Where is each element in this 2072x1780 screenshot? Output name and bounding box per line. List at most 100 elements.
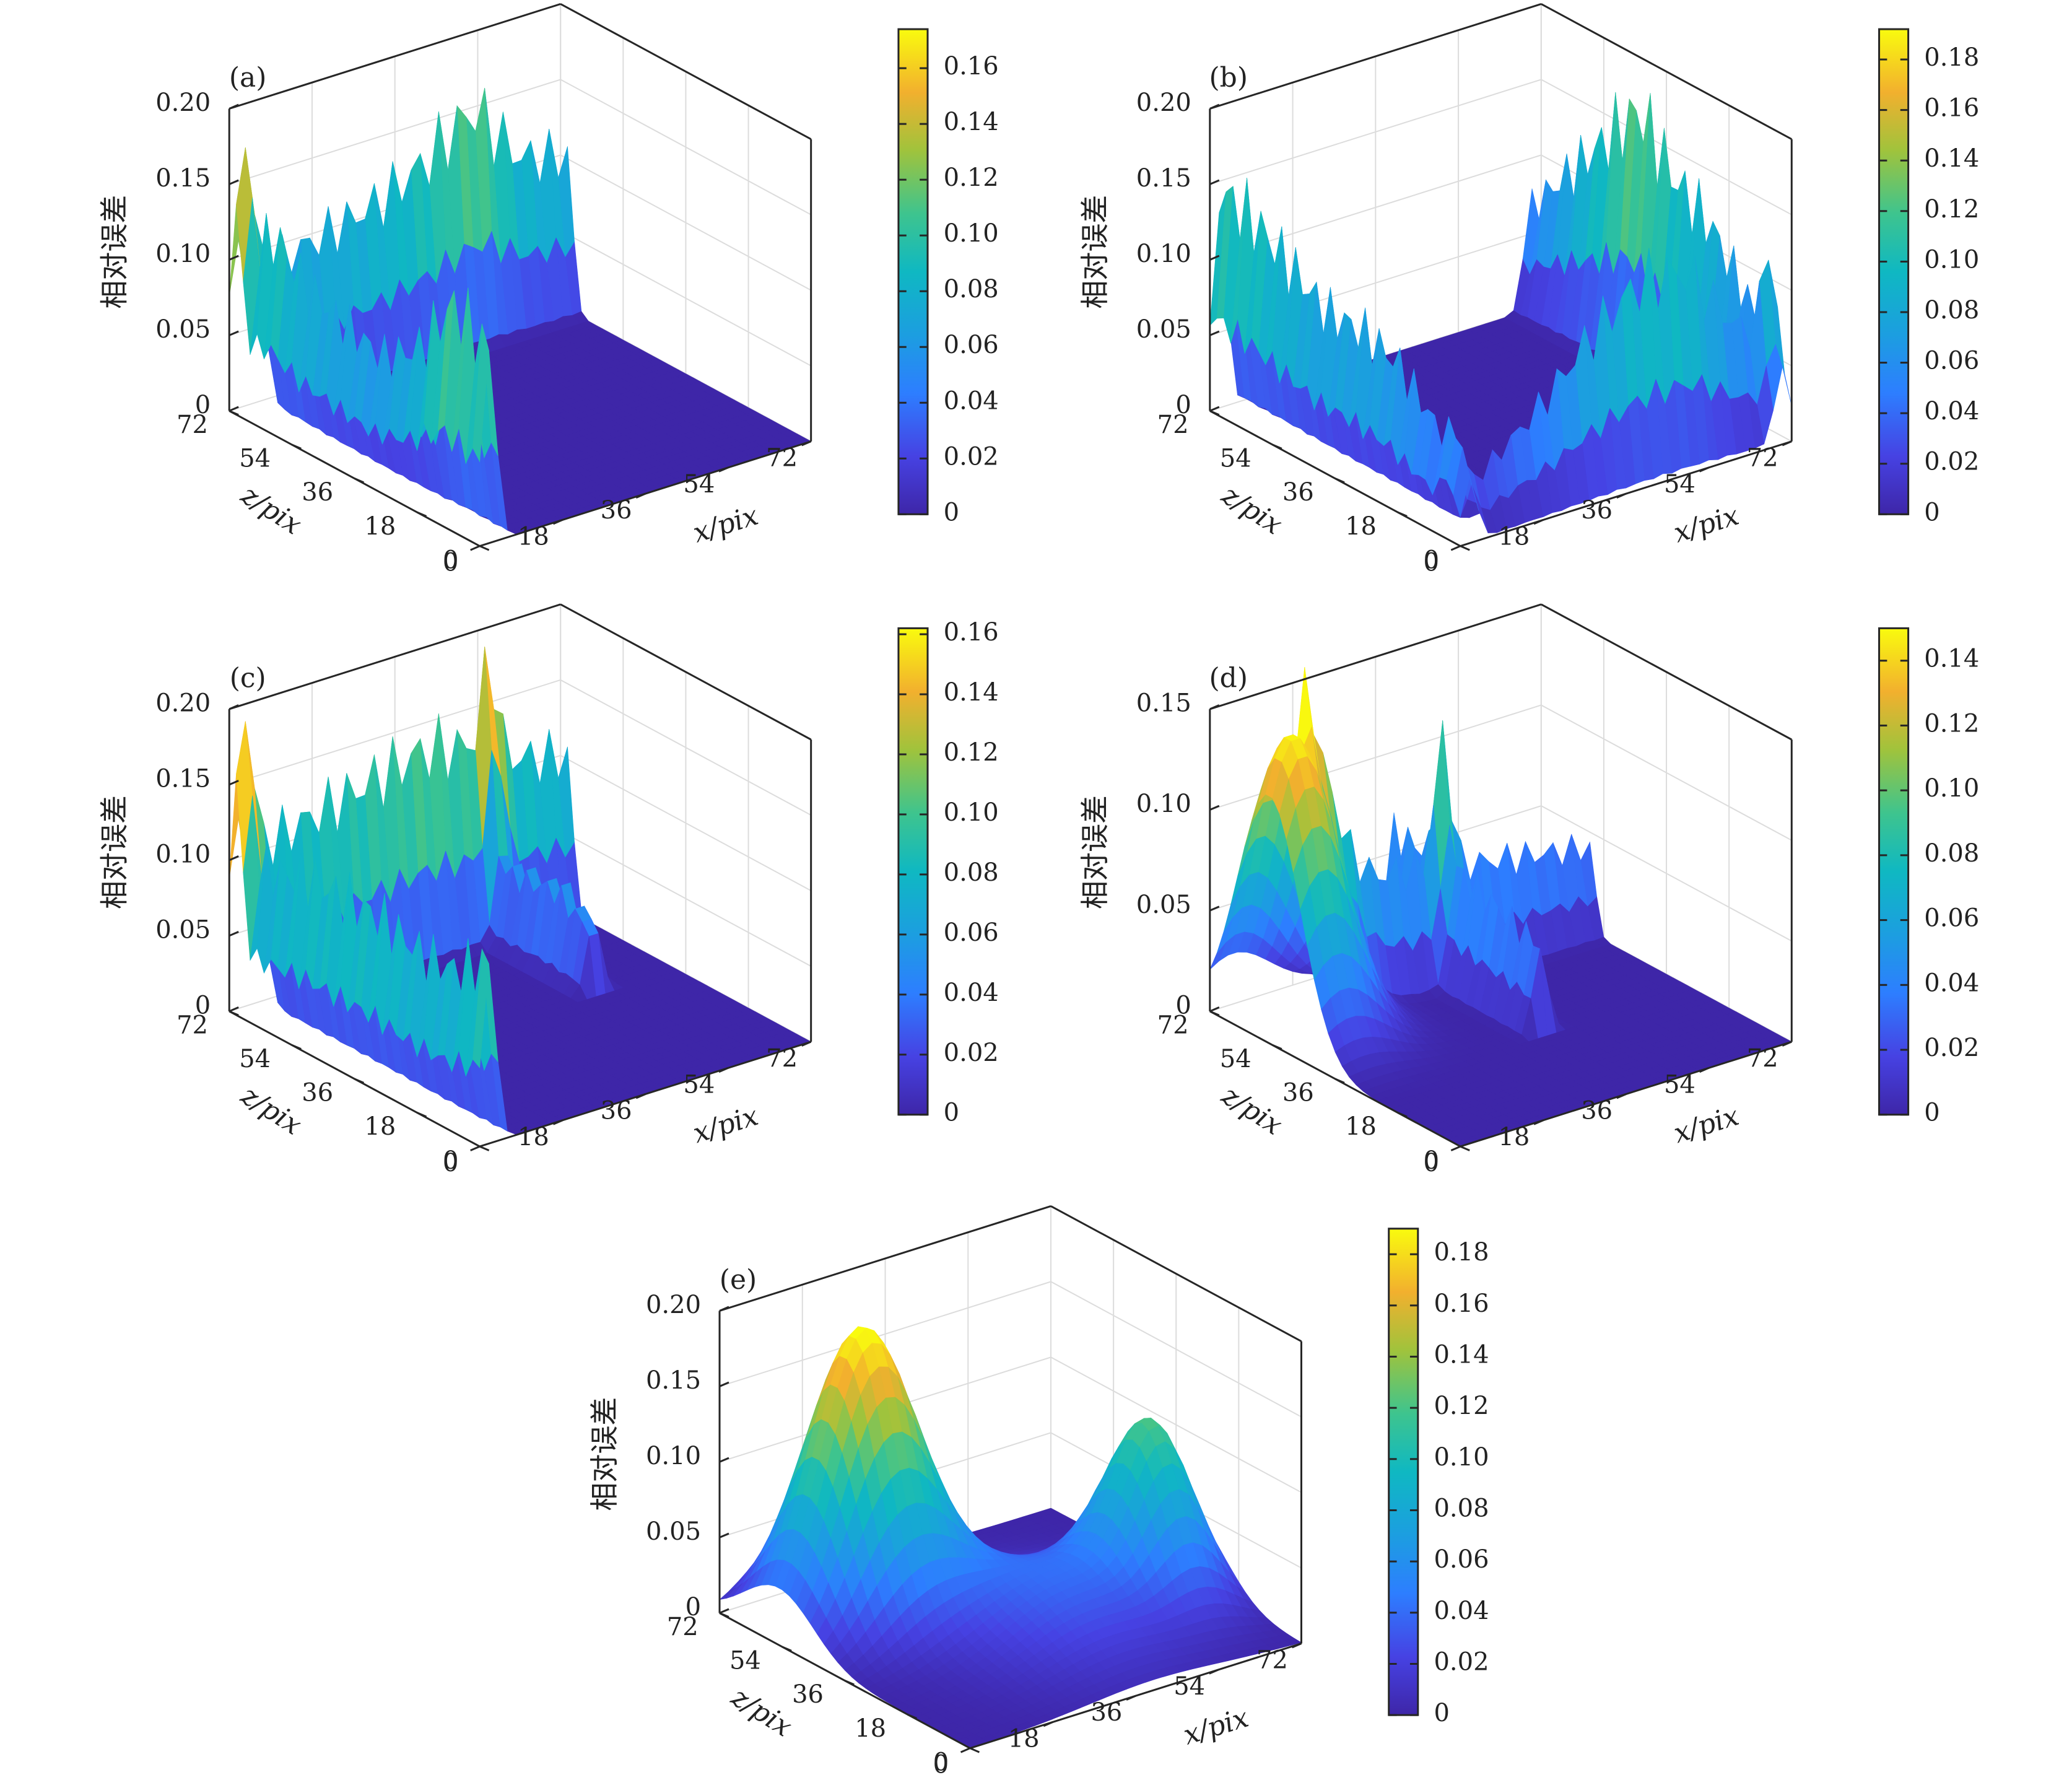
colorbar-tick-label: 0.04 (944, 979, 999, 1007)
colorbar-gradient (1879, 628, 1909, 1115)
axes-box-c (228, 603, 812, 1151)
x-axis-label: x/pix (1670, 500, 1743, 549)
x-tick-mark (470, 545, 481, 551)
y-axis-label: 相对误差 (588, 1397, 621, 1511)
y-tick-label: 0.10 (1136, 790, 1191, 818)
y-tick-mark (229, 406, 239, 412)
panel-label: (d) (1209, 662, 1248, 694)
z-tick-label: 0 (1424, 546, 1439, 574)
y-tick-mark (229, 1006, 239, 1013)
y-tick-mark (229, 931, 239, 937)
colorbar-tick-label: 0.12 (1434, 1392, 1489, 1420)
y-tick-label: 0.05 (646, 1517, 701, 1546)
surface-d (1209, 667, 1793, 1147)
x-tick-label: 72 (1747, 1044, 1778, 1073)
z-tick-label: 0 (1424, 1146, 1439, 1175)
x-axis-label: x/pix (689, 1100, 762, 1150)
y-tick-mark (229, 780, 239, 786)
x-tick-mark (635, 1093, 646, 1099)
x-tick-label: 72 (1256, 1646, 1288, 1675)
y-tick-mark (1209, 103, 1220, 110)
x-tick-mark (801, 440, 812, 447)
y-tick-mark (229, 255, 239, 261)
z-tick-mark (229, 410, 239, 416)
x-tick-mark (552, 1119, 564, 1125)
colorbar-tick-label: 0.08 (1924, 296, 1979, 325)
z-tick-label: 72 (667, 1613, 699, 1641)
z-tick-mark (479, 1145, 490, 1151)
z-axis-label: z/pix (1216, 1079, 1288, 1141)
colorbar-tick-label: 0.12 (944, 164, 999, 192)
colorbar-gradient (898, 29, 928, 515)
z-tick-mark (479, 545, 490, 551)
x-tick-label: 18 (1498, 522, 1530, 551)
z-tick-mark (1397, 1112, 1408, 1118)
colorbar-tick-label: 0.18 (1434, 1238, 1489, 1267)
colorbar-tick-label: 0.06 (1924, 904, 1979, 933)
colorbar-tick-label: 0.10 (1924, 245, 1979, 274)
y-tick-mark (229, 855, 239, 862)
colorbar-tick-label: 0.16 (944, 52, 999, 81)
z-tick-label: 0 (933, 1748, 949, 1776)
z-tick-mark (1460, 1145, 1470, 1151)
x-tick-label: 0 (1423, 1149, 1439, 1177)
colorbar-tick-label: 0.06 (944, 331, 999, 359)
y-tick-label: 0.05 (155, 315, 211, 344)
y-tick-label: 0.15 (155, 164, 211, 193)
x-tick-label: 0 (443, 549, 458, 577)
y-axis-label: 相对误差 (1078, 795, 1112, 909)
colorbar-tick-label: 0.06 (944, 918, 999, 947)
axes-box-d (1209, 603, 1793, 1151)
z-axis-label: z/pix (235, 479, 307, 541)
y-tick-label: 0.05 (155, 915, 211, 944)
colorbar-tick-label: 0.10 (944, 798, 999, 827)
y-axis-label: 相对误差 (1078, 195, 1112, 309)
x-tick-label: 36 (601, 496, 632, 525)
x-tick-mark (1782, 440, 1792, 447)
y-tick-mark (1209, 330, 1220, 336)
x-tick-label: 36 (1581, 1097, 1613, 1125)
x-tick-mark (1699, 1067, 1710, 1073)
x-tick-mark (1043, 1721, 1053, 1727)
colorbar-d: 0 0.02 0.04 0.06 0.08 0.10 0.12 0.14 (1878, 627, 1979, 1127)
x-tick-label: 18 (1498, 1123, 1530, 1151)
y-tick-label: 0.15 (155, 764, 211, 793)
x-tick-label: 72 (766, 444, 798, 473)
colorbar-tick-label: 0.04 (1924, 397, 1979, 425)
y-tick-label: 0.05 (1136, 891, 1191, 919)
x-axis-label: x/pix (1670, 1100, 1743, 1150)
colorbar-tick-label: 0.08 (1924, 839, 1979, 868)
colorbar-tick-label: 0 (944, 1099, 959, 1127)
y-tick-label: 0.10 (155, 240, 211, 268)
z-tick-mark (416, 511, 427, 517)
z-tick-label: 72 (176, 1011, 208, 1040)
colorbar-tick-label: 0.18 (1924, 43, 1979, 72)
y-tick-label: 0 (1175, 991, 1191, 1019)
y-tick-label: 0.10 (155, 840, 211, 868)
y-tick-label: 0 (195, 391, 211, 419)
colorbar-tick-label: 0.10 (1924, 774, 1979, 803)
z-tick-mark (291, 1044, 302, 1050)
y-tick-mark (229, 103, 239, 110)
y-tick-label: 0 (686, 1593, 701, 1621)
y-tick-label: 0.20 (155, 89, 211, 117)
y-tick-label: 0.20 (646, 1291, 701, 1319)
x-tick-mark (1209, 1669, 1219, 1675)
z-tick-label: 54 (729, 1647, 761, 1675)
y-axis-label: 相对误差 (97, 795, 131, 909)
x-tick-mark (1616, 492, 1627, 499)
panel-b: 01836547201836547200.050.100.150.20x/pix… (1078, 2, 1979, 577)
x-tick-mark (1450, 545, 1461, 551)
y-tick-mark (229, 330, 239, 336)
y-tick-label: 0.15 (646, 1366, 701, 1395)
x-tick-mark (1533, 519, 1544, 525)
colorbar-gradient (898, 628, 928, 1115)
z-axis-label: z/pix (235, 1079, 307, 1141)
z-tick-label: 0 (443, 1146, 458, 1175)
colorbar-tick-label: 0 (1434, 1699, 1449, 1727)
z-tick-mark (719, 1612, 729, 1618)
y-tick-mark (1209, 255, 1220, 261)
x-tick-mark (1699, 466, 1710, 473)
z-tick-mark (1272, 1044, 1282, 1050)
z-tick-label: 54 (1220, 445, 1251, 473)
